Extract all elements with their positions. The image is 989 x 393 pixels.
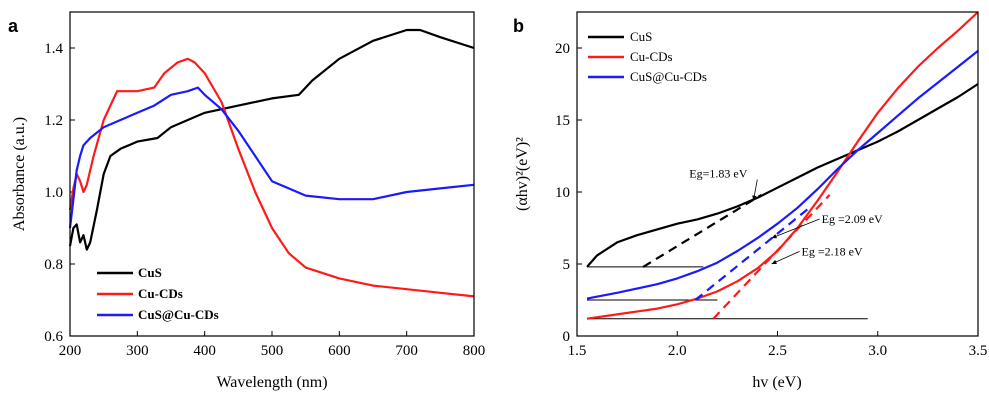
panel-b-xtick-label: 3.0 xyxy=(868,343,887,359)
panel-b-xlabel: hv (eV) xyxy=(752,374,801,391)
panel-a-frame xyxy=(69,11,475,337)
panel-a-legend: CuS Cu-CDs CuS@Cu-CDs xyxy=(97,265,219,322)
panel-a-xtick-label: 400 xyxy=(193,343,216,359)
panel-b-ytick-label: 10 xyxy=(555,185,570,201)
panel-a-xlabel: Wavelength (nm) xyxy=(216,374,327,391)
tangent-line xyxy=(694,208,809,301)
panel-b-ytick-label: 15 xyxy=(555,113,570,129)
panel-a-label: a xyxy=(8,16,19,36)
panel-a-ytick-label: 1.2 xyxy=(44,113,63,129)
panel-b-ytick-label: 20 xyxy=(555,41,570,57)
annotation-label: Eg=1.83 eV xyxy=(689,167,747,181)
panel-a-xtick-label: 500 xyxy=(261,343,284,359)
tangent-line xyxy=(712,194,831,320)
panel-b-xtick-label: 3.5 xyxy=(969,343,988,359)
annotation-arrow xyxy=(771,250,800,265)
tangent-line xyxy=(642,193,763,268)
panel-a-xtick-label: 300 xyxy=(126,343,149,359)
panel-a-series-cucds xyxy=(68,57,475,298)
panel-a-xtick-label: 600 xyxy=(328,343,351,359)
panel-a-ytick-label: 0.8 xyxy=(44,257,63,273)
annotation-label: Eg =2.09 eV xyxy=(822,212,883,226)
panel-a-series-cuscucds xyxy=(68,86,475,229)
panel-a-ylabel: Absorbance (a.u.) xyxy=(11,117,28,231)
legend-b-label-cus: CuS xyxy=(630,29,652,44)
panel-b-xtick-label: 2.5 xyxy=(768,343,787,359)
panel-b-xtick-label: 1.5 xyxy=(568,343,587,359)
legend-a-label-cuscucds: CuS@Cu-CDs xyxy=(138,307,219,322)
annotation-arrow xyxy=(771,218,820,239)
panel-a-plot: 200 300 400 500 600 700 800 0.6 0.8 1.0 1.2 1.4 xyxy=(44,28,486,359)
panel-b-series-cus xyxy=(586,83,979,268)
annotation-label: Eg =2.18 eV xyxy=(802,244,863,258)
panel-b-legend: CuS Cu-CDs CuS@Cu-CDs xyxy=(588,29,707,84)
panel-a-ytick-label: 1.4 xyxy=(44,41,63,57)
panel-b-ytick-label: 0 xyxy=(563,329,571,345)
panel-b-label: b xyxy=(513,16,524,36)
panel-a-series-cus xyxy=(68,28,475,251)
panel-a-ytick-label: 1.0 xyxy=(44,185,63,201)
panel-a-xtick-label: 800 xyxy=(463,343,486,359)
legend-b-label-cuscucds: CuS@Cu-CDs xyxy=(630,69,707,84)
panel-b-plot: 1.5 2.0 2.5 3.0 3.5 0 5 10 15 20 Eg=1.83 eV Eg =2.0… xyxy=(555,11,988,359)
panel-b-ylabel: (αhv)²(eV)² xyxy=(514,137,531,211)
annotation-arrow xyxy=(752,179,758,201)
legend-a-label-cucds: Cu-CDs xyxy=(138,286,183,301)
panel-b-xtick-label: 2.0 xyxy=(668,343,687,359)
panel-a-xtick-label: 200 xyxy=(59,343,82,359)
legend-b-label-cucds: Cu-CDs xyxy=(630,49,673,64)
panel-b-ytick-label: 5 xyxy=(563,257,571,273)
panel-b-frame xyxy=(576,11,979,337)
panel-a-xtick-label: 700 xyxy=(395,343,418,359)
panel-b-series-cuscucds xyxy=(586,50,979,300)
legend-a-label-cus: CuS xyxy=(138,265,162,280)
panel-a-ytick-label: 0.6 xyxy=(44,329,63,345)
